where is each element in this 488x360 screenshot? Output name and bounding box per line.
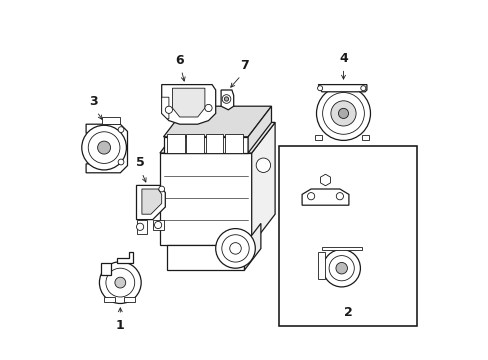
Polygon shape xyxy=(302,189,348,205)
Polygon shape xyxy=(142,189,162,214)
Circle shape xyxy=(159,186,164,192)
Circle shape xyxy=(222,95,230,103)
Circle shape xyxy=(106,268,134,297)
Circle shape xyxy=(307,193,314,200)
Polygon shape xyxy=(205,134,223,153)
Circle shape xyxy=(88,132,120,163)
Circle shape xyxy=(328,256,354,281)
Circle shape xyxy=(99,262,141,303)
Polygon shape xyxy=(321,247,361,250)
Circle shape xyxy=(118,127,123,132)
Polygon shape xyxy=(136,220,147,234)
Circle shape xyxy=(335,262,347,274)
Circle shape xyxy=(330,101,355,126)
Polygon shape xyxy=(136,185,165,220)
Polygon shape xyxy=(318,252,325,279)
Polygon shape xyxy=(186,134,203,153)
Polygon shape xyxy=(102,117,120,124)
Text: 5: 5 xyxy=(136,156,144,169)
Circle shape xyxy=(317,86,322,91)
Polygon shape xyxy=(160,122,275,153)
Circle shape xyxy=(215,229,255,268)
Circle shape xyxy=(165,106,172,113)
Polygon shape xyxy=(320,174,330,186)
Circle shape xyxy=(98,141,110,154)
Circle shape xyxy=(115,277,125,288)
Polygon shape xyxy=(167,134,184,153)
Polygon shape xyxy=(86,124,127,173)
Text: 7: 7 xyxy=(240,59,248,72)
Circle shape xyxy=(336,193,343,200)
Polygon shape xyxy=(314,135,321,140)
Polygon shape xyxy=(221,90,233,110)
Text: 1: 1 xyxy=(116,319,124,332)
Circle shape xyxy=(322,249,360,287)
Circle shape xyxy=(154,221,162,229)
Polygon shape xyxy=(244,223,260,270)
Polygon shape xyxy=(247,106,271,153)
Polygon shape xyxy=(167,245,244,270)
Bar xyxy=(278,146,416,326)
Circle shape xyxy=(256,158,270,172)
Polygon shape xyxy=(163,137,247,153)
Polygon shape xyxy=(123,297,134,302)
Text: 2: 2 xyxy=(343,306,352,319)
Polygon shape xyxy=(101,263,111,275)
Circle shape xyxy=(321,176,329,184)
Polygon shape xyxy=(162,97,168,119)
Polygon shape xyxy=(251,122,275,245)
Polygon shape xyxy=(152,220,163,230)
Polygon shape xyxy=(117,252,133,263)
Polygon shape xyxy=(163,106,271,137)
Circle shape xyxy=(338,108,348,118)
Polygon shape xyxy=(160,153,251,245)
Circle shape xyxy=(360,86,365,91)
Text: 3: 3 xyxy=(89,95,98,108)
Circle shape xyxy=(136,223,143,230)
Polygon shape xyxy=(162,85,215,124)
Circle shape xyxy=(224,97,228,101)
Circle shape xyxy=(316,86,370,140)
Polygon shape xyxy=(104,297,115,302)
Circle shape xyxy=(81,125,126,170)
Circle shape xyxy=(229,243,241,254)
Circle shape xyxy=(222,235,249,262)
Polygon shape xyxy=(172,88,204,117)
Circle shape xyxy=(118,159,123,165)
Circle shape xyxy=(204,104,212,112)
Polygon shape xyxy=(361,135,368,140)
Circle shape xyxy=(322,93,364,134)
Text: 4: 4 xyxy=(339,52,347,65)
Text: 6: 6 xyxy=(175,54,183,67)
Polygon shape xyxy=(318,85,366,92)
Polygon shape xyxy=(224,134,242,153)
